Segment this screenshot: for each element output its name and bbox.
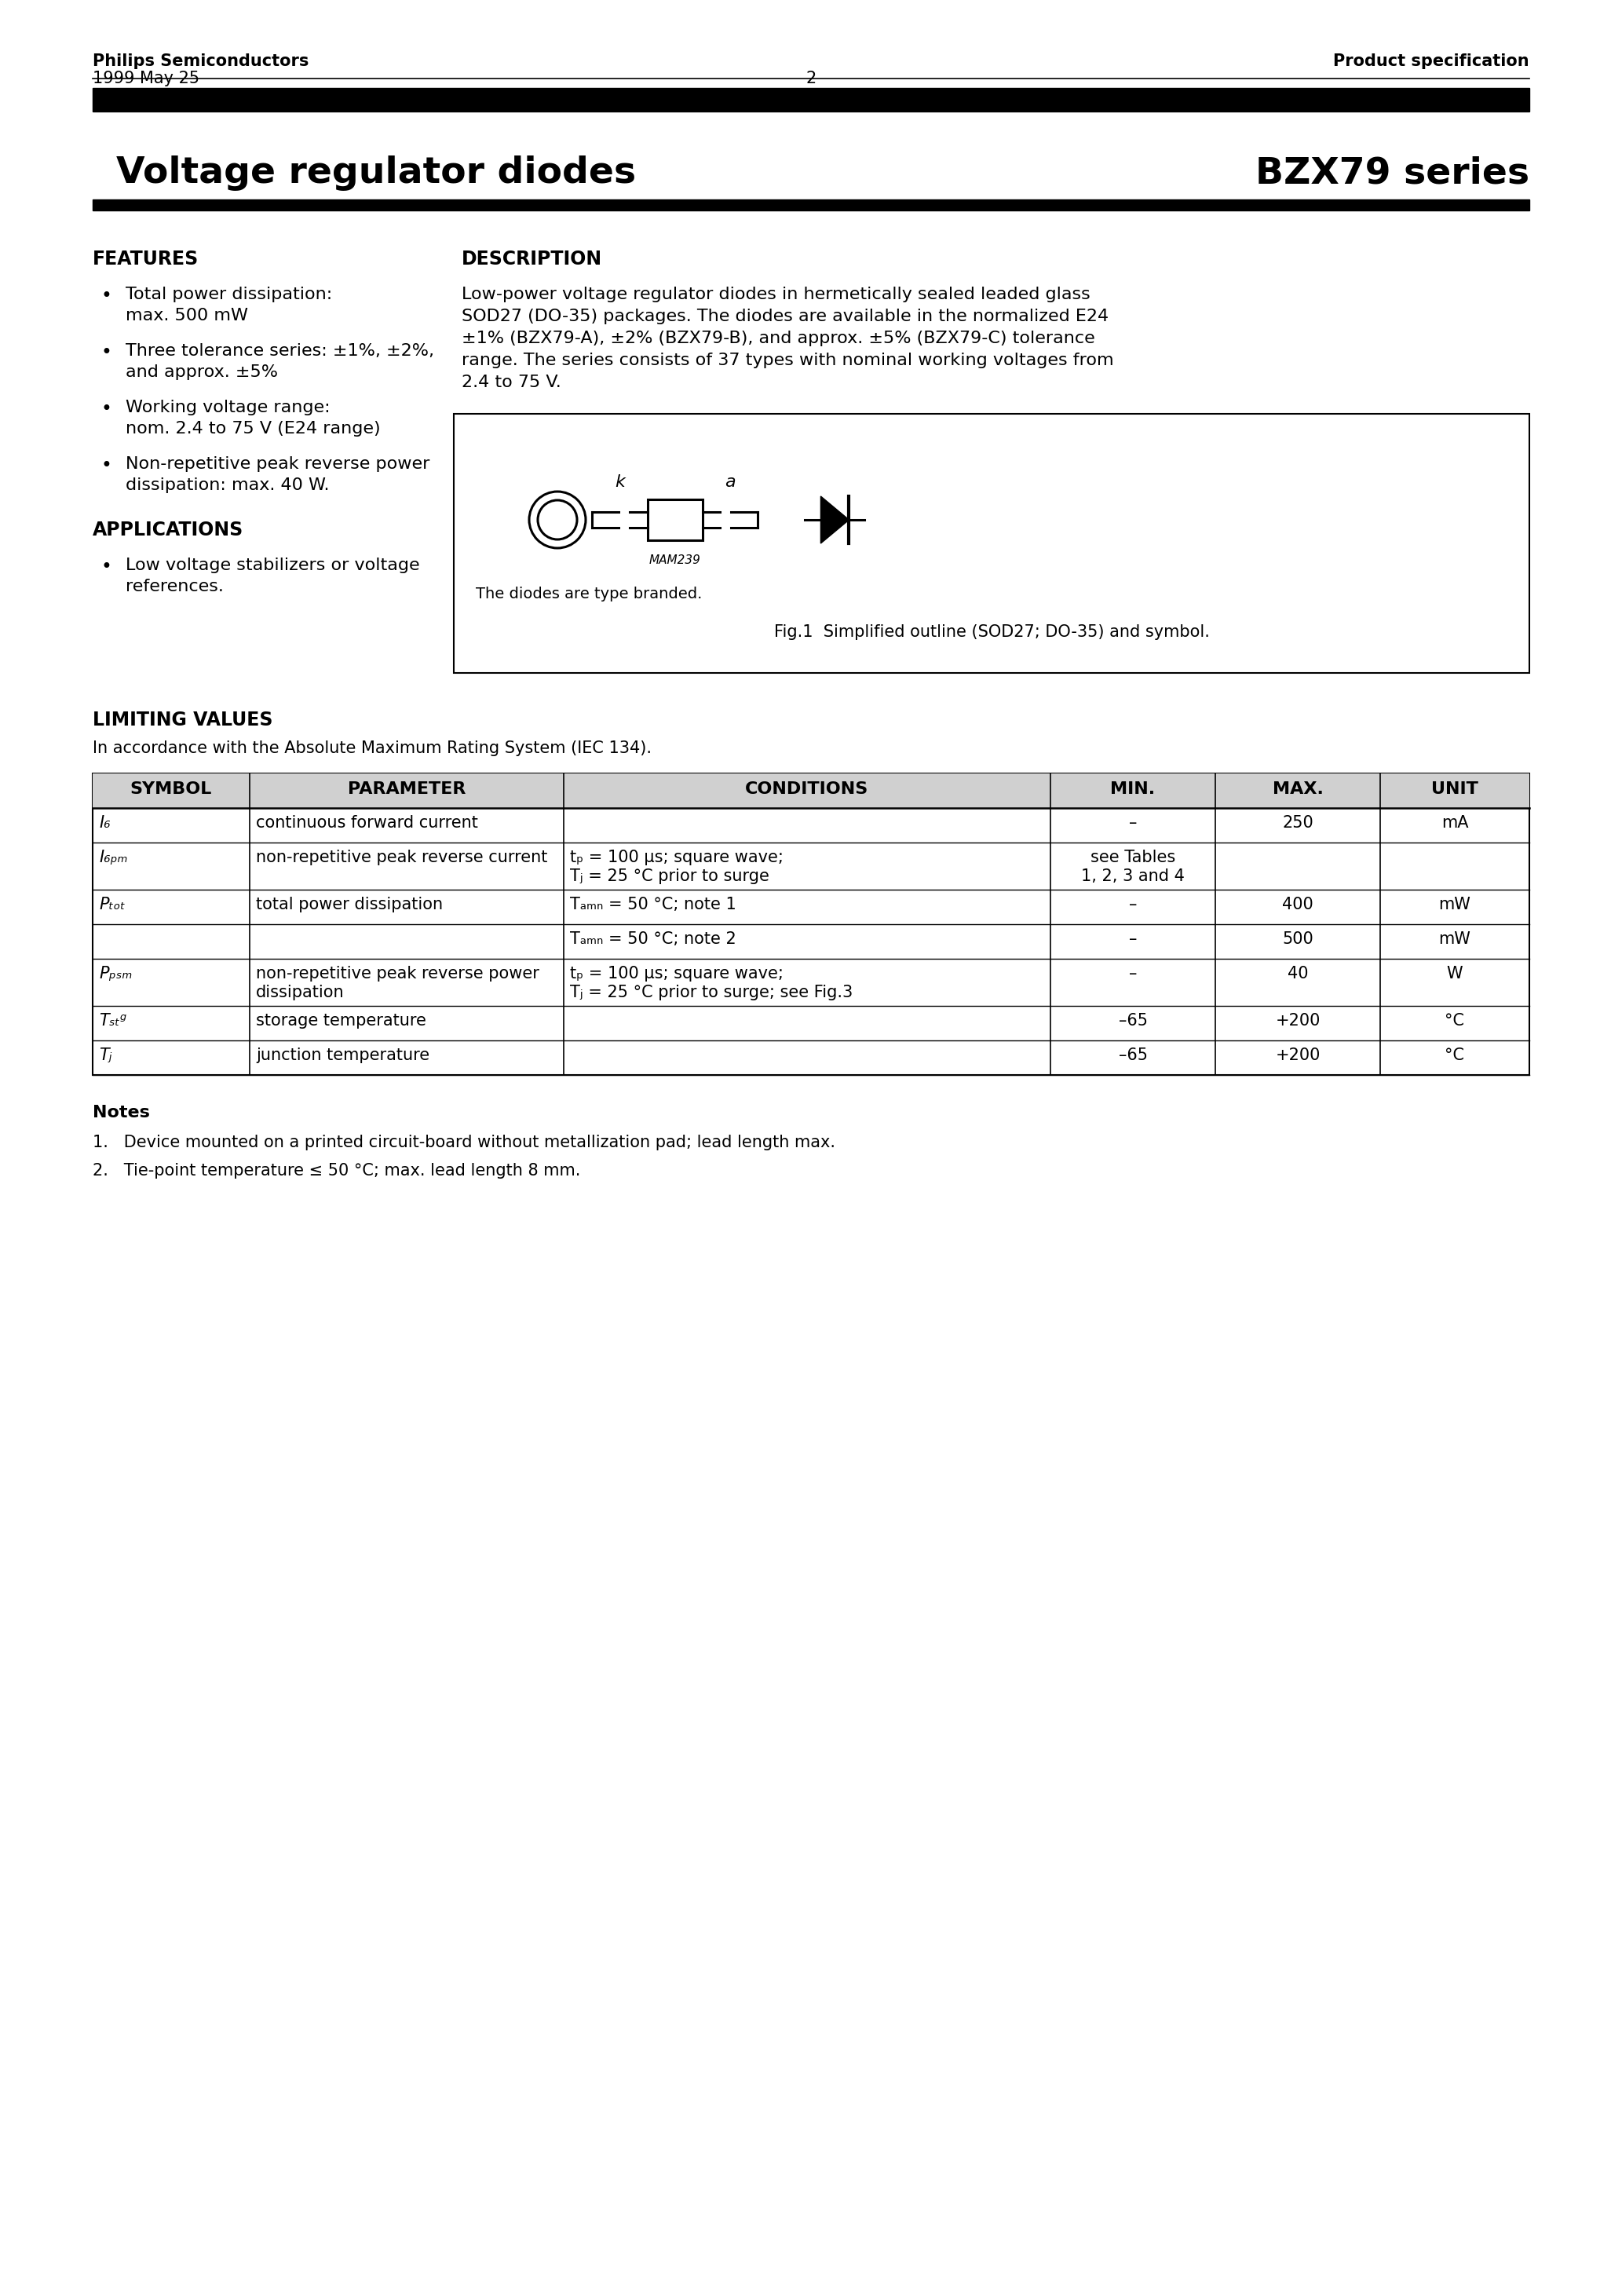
Text: SOD27 (DO-35) packages. The diodes are available in the normalized E24: SOD27 (DO-35) packages. The diodes are a…	[462, 308, 1109, 324]
Text: 1999 May 25: 1999 May 25	[92, 71, 200, 87]
Text: Working voltage range:: Working voltage range:	[125, 400, 331, 416]
Text: continuous forward current: continuous forward current	[256, 815, 478, 831]
Text: junction temperature: junction temperature	[256, 1047, 430, 1063]
Text: Voltage regulator diodes: Voltage regulator diodes	[117, 156, 636, 191]
Text: –65: –65	[1118, 1047, 1147, 1063]
Text: 500: 500	[1281, 932, 1314, 946]
Text: MIN.: MIN.	[1111, 781, 1155, 797]
Text: Low-power voltage regulator diodes in hermetically sealed leaded glass: Low-power voltage regulator diodes in he…	[462, 287, 1090, 303]
Text: +200: +200	[1275, 1047, 1320, 1063]
Text: I₆: I₆	[99, 815, 110, 831]
Text: Tₐₘₙ = 50 °C; note 1: Tₐₘₙ = 50 °C; note 1	[569, 898, 736, 912]
Text: –65: –65	[1118, 1013, 1147, 1029]
Text: tₚ = 100 μs; square wave;: tₚ = 100 μs; square wave;	[569, 967, 783, 980]
Text: BZX79 series: BZX79 series	[1255, 156, 1530, 191]
Text: non-repetitive peak reverse current: non-repetitive peak reverse current	[256, 850, 548, 866]
Text: –: –	[1129, 967, 1137, 980]
Text: +200: +200	[1275, 1013, 1320, 1029]
Text: PARAMETER: PARAMETER	[347, 781, 466, 797]
Text: 400: 400	[1281, 898, 1314, 912]
Text: Pₜₒₜ: Pₜₒₜ	[99, 898, 125, 912]
Text: –: –	[1129, 898, 1137, 912]
Text: dissipation: dissipation	[256, 985, 344, 1001]
Text: UNIT: UNIT	[1431, 781, 1478, 797]
Text: 1.   Device mounted on a printed circuit-board without metallization pad; lead l: 1. Device mounted on a printed circuit-b…	[92, 1134, 835, 1150]
Text: Product specification: Product specification	[1333, 53, 1530, 69]
Text: Fig.1  Simplified outline (SOD27; DO-35) and symbol.: Fig.1 Simplified outline (SOD27; DO-35) …	[774, 625, 1210, 641]
Text: –: –	[1129, 815, 1137, 831]
Text: Tₛₜᵍ: Tₛₜᵍ	[99, 1013, 127, 1029]
Text: •: •	[101, 558, 112, 576]
Text: •: •	[101, 400, 112, 418]
Text: Philips Semiconductors: Philips Semiconductors	[92, 53, 308, 69]
Text: 2: 2	[806, 71, 816, 87]
Text: The diodes are type branded.: The diodes are type branded.	[475, 585, 702, 602]
Text: 2.   Tie-point temperature ≤ 50 °C; max. lead length 8 mm.: 2. Tie-point temperature ≤ 50 °C; max. l…	[92, 1162, 581, 1178]
Text: Low voltage stabilizers or voltage: Low voltage stabilizers or voltage	[125, 558, 420, 574]
Text: ±1% (BZX79-A), ±2% (BZX79-B), and approx. ±5% (BZX79-C) tolerance: ±1% (BZX79-A), ±2% (BZX79-B), and approx…	[462, 331, 1095, 347]
Text: MAM239: MAM239	[649, 553, 701, 567]
Text: 40: 40	[1288, 967, 1309, 980]
Text: Pₚₛₘ: Pₚₛₘ	[99, 967, 131, 980]
Text: nom. 2.4 to 75 V (E24 range): nom. 2.4 to 75 V (E24 range)	[125, 420, 381, 436]
Text: references.: references.	[125, 579, 224, 595]
Text: Tⱼ = 25 °C prior to surge: Tⱼ = 25 °C prior to surge	[569, 868, 769, 884]
Text: °C: °C	[1445, 1013, 1465, 1029]
Text: CONDITIONS: CONDITIONS	[746, 781, 869, 797]
Text: and approx. ±5%: and approx. ±5%	[125, 365, 277, 381]
Bar	[647, 501, 702, 540]
Text: MAX.: MAX.	[1272, 781, 1324, 797]
Text: In accordance with the Absolute Maximum Rating System (IEC 134).: In accordance with the Absolute Maximum …	[92, 742, 652, 755]
Text: –: –	[1129, 932, 1137, 946]
Text: •: •	[101, 287, 112, 305]
Text: k: k	[615, 475, 624, 489]
Text: range. The series consists of 37 types with nominal working voltages from: range. The series consists of 37 types w…	[462, 354, 1114, 367]
Text: max. 500 mW: max. 500 mW	[125, 308, 248, 324]
Text: SYMBOL: SYMBOL	[130, 781, 212, 797]
Text: •: •	[101, 342, 112, 363]
Text: Three tolerance series: ±1%, ±2%,: Three tolerance series: ±1%, ±2%,	[125, 342, 435, 358]
Text: mW: mW	[1439, 932, 1471, 946]
Text: tₚ = 100 μs; square wave;: tₚ = 100 μs; square wave;	[569, 850, 783, 866]
Bar	[92, 200, 1530, 211]
Text: °C: °C	[1445, 1047, 1465, 1063]
Text: dissipation: max. 40 W.: dissipation: max. 40 W.	[125, 478, 329, 494]
Text: Tⱼ = 25 °C prior to surge; see Fig.3: Tⱼ = 25 °C prior to surge; see Fig.3	[569, 985, 853, 1001]
Text: FEATURES: FEATURES	[92, 250, 200, 269]
Text: 1, 2, 3 and 4: 1, 2, 3 and 4	[1082, 868, 1184, 884]
Text: Total power dissipation:: Total power dissipation:	[125, 287, 333, 303]
Text: storage temperature: storage temperature	[256, 1013, 427, 1029]
Text: Tⱼ: Tⱼ	[99, 1047, 112, 1063]
Text: LIMITING VALUES: LIMITING VALUES	[92, 712, 272, 730]
Text: 250: 250	[1281, 815, 1314, 831]
Bar	[92, 774, 1530, 808]
Bar	[454, 413, 1530, 673]
Text: 2.4 to 75 V.: 2.4 to 75 V.	[462, 374, 561, 390]
Text: Tₐₘₙ = 50 °C; note 2: Tₐₘₙ = 50 °C; note 2	[569, 932, 736, 946]
Text: mW: mW	[1439, 898, 1471, 912]
Text: DESCRIPTION: DESCRIPTION	[462, 250, 602, 269]
Text: APPLICATIONS: APPLICATIONS	[92, 521, 243, 540]
Bar	[92, 774, 1530, 1075]
Text: non-repetitive peak reverse power: non-repetitive peak reverse power	[256, 967, 539, 980]
Text: I₆ₚₘ: I₆ₚₘ	[99, 850, 128, 866]
Text: total power dissipation: total power dissipation	[256, 898, 443, 912]
Text: a: a	[725, 475, 735, 489]
Text: •: •	[101, 457, 112, 475]
Polygon shape	[821, 496, 848, 544]
Text: Notes: Notes	[92, 1104, 149, 1120]
Text: Non-repetitive peak reverse power: Non-repetitive peak reverse power	[125, 457, 430, 473]
Text: mA: mA	[1442, 815, 1468, 831]
Text: see Tables: see Tables	[1090, 850, 1176, 866]
Text: W: W	[1447, 967, 1463, 980]
Bar	[92, 87, 1530, 113]
